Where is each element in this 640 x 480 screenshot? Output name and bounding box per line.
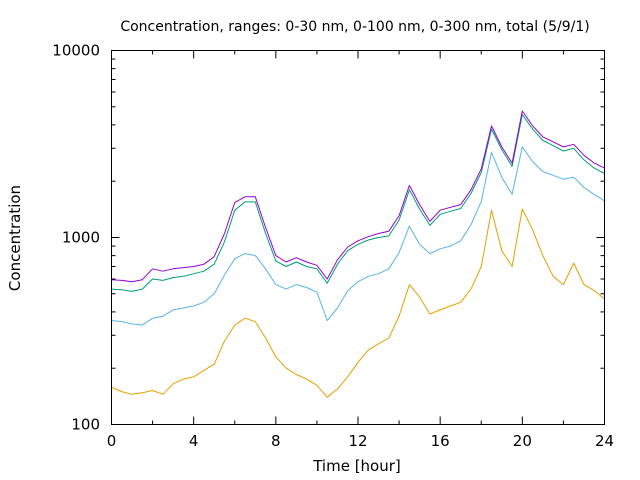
y-tick-labels: 100 1000 10000 xyxy=(52,42,100,434)
x-tick-label: 4 xyxy=(189,432,199,450)
x-axis-label: Time [hour] xyxy=(312,457,401,475)
x-tick-labels: 0 4 8 12 16 20 24 xyxy=(107,432,614,450)
axis-ticks xyxy=(111,50,605,425)
series-line-3 xyxy=(111,114,605,292)
plot-frame xyxy=(111,50,605,425)
x-tick-label: 12 xyxy=(348,432,367,450)
series-line-2 xyxy=(111,146,605,326)
series-line-4 xyxy=(111,110,605,283)
chart-title: Concentration, ranges: 0-30 nm, 0-100 nm… xyxy=(120,19,589,35)
x-tick-label: 20 xyxy=(513,432,532,450)
x-tick-label: 24 xyxy=(595,432,614,450)
y-tick-label: 100 xyxy=(71,416,100,434)
x-tick-label: 16 xyxy=(431,432,450,450)
y-tick-label: 10000 xyxy=(52,42,100,60)
y-tick-label: 1000 xyxy=(62,229,100,247)
x-tick-label: 0 xyxy=(107,432,117,450)
y-axis-label: Concentration xyxy=(6,185,24,291)
plot-lines xyxy=(111,110,605,398)
series-line-1 xyxy=(111,208,605,398)
x-tick-label: 8 xyxy=(271,432,281,450)
